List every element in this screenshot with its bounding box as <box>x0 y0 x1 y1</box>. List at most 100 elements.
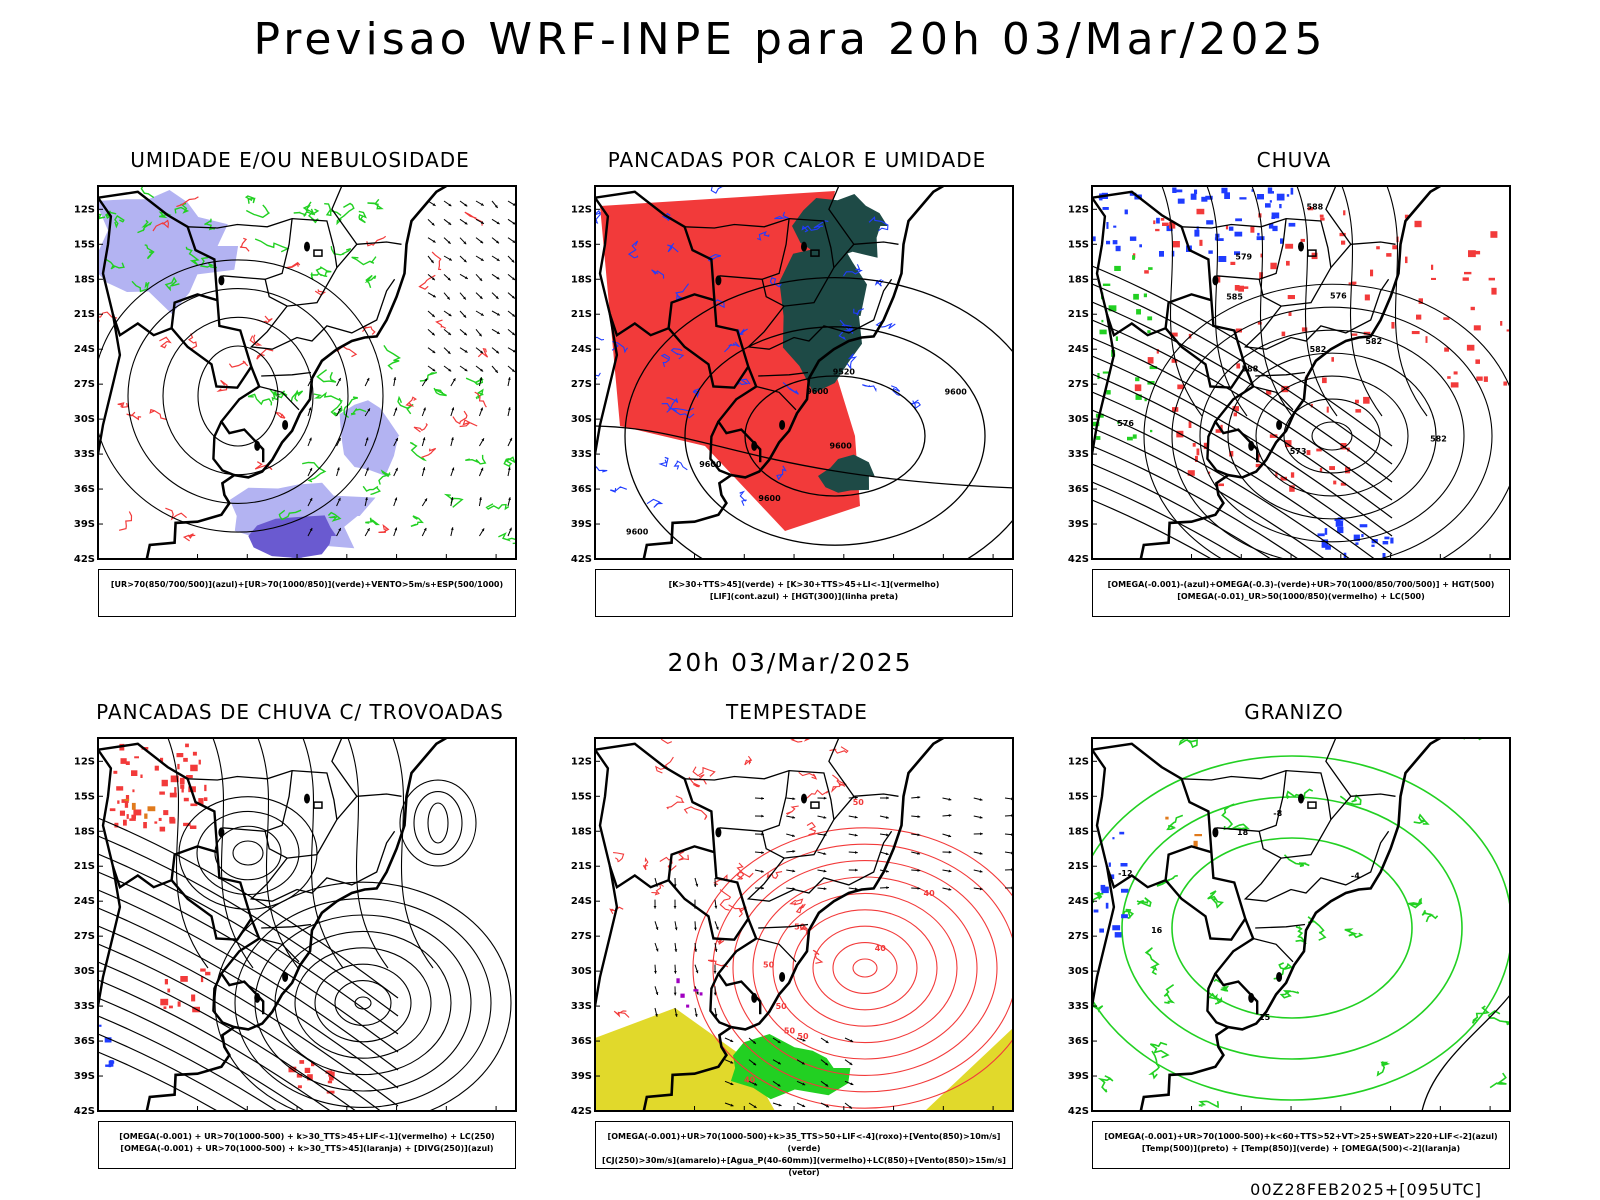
y-tick-label: 30S <box>74 414 95 425</box>
rain-red <box>1418 298 1423 304</box>
rain-red <box>1444 347 1449 352</box>
wind-vector <box>336 467 340 471</box>
rain-red <box>1153 220 1156 225</box>
wind-vector <box>451 437 454 441</box>
rain-red <box>1260 253 1263 258</box>
state-border <box>1216 827 1260 832</box>
wind-vector <box>496 258 500 261</box>
streamline <box>257 738 299 969</box>
country-border <box>709 420 732 477</box>
rh-contour-green <box>302 201 315 215</box>
pressure-contour <box>197 345 279 447</box>
wind-vector <box>366 377 370 381</box>
wind-vector <box>512 240 516 243</box>
state-border <box>1255 371 1306 377</box>
wind-vector <box>507 407 511 411</box>
state-border <box>758 371 809 377</box>
y-tick-label: 21S <box>74 861 95 872</box>
y-tick-label: 33S <box>1068 1001 1089 1012</box>
streamline <box>1092 409 1351 559</box>
y-tick-label: 33S <box>74 1001 95 1012</box>
lc250-streamline <box>232 840 264 866</box>
rh-contour-green <box>378 469 392 485</box>
rain-red <box>1341 240 1346 245</box>
omega-green <box>1101 319 1104 323</box>
omega-blue <box>1113 225 1117 228</box>
plot-frame <box>594 737 1014 1112</box>
state-border <box>1181 769 1332 820</box>
omega-blue <box>1106 240 1111 245</box>
omega-blue <box>1271 216 1276 219</box>
rain-red <box>1416 314 1422 320</box>
rain-red <box>1169 221 1176 229</box>
wind-vector <box>886 796 889 800</box>
contour-label: 582 <box>1365 337 1382 346</box>
omega-green <box>1143 293 1147 298</box>
rh-contour-green <box>383 345 401 370</box>
state-border <box>1325 186 1352 245</box>
rain-red <box>1229 451 1234 457</box>
contour-label: 9600 <box>626 527 649 536</box>
state-border <box>1325 738 1352 797</box>
jet-yellow <box>925 1028 1013 1111</box>
thickness-contour-red <box>452 410 468 425</box>
contour-label: 579 <box>1235 253 1252 262</box>
contour-label: 40 <box>875 944 887 953</box>
thickness-contour-red <box>464 211 483 226</box>
wind-vector <box>655 991 659 995</box>
omega-green <box>1102 283 1111 286</box>
rh-contour-green <box>343 396 358 419</box>
rh-contour-green <box>465 454 487 465</box>
wind-vector <box>825 1040 829 1043</box>
rain-red <box>1225 225 1229 230</box>
country-border <box>1092 742 1259 1015</box>
rh-contour-green <box>293 208 320 217</box>
wind-vector <box>917 833 921 837</box>
contour-label: 588 <box>1242 364 1259 373</box>
omega500-orange <box>1165 816 1169 820</box>
lifted-index-contour <box>667 242 679 253</box>
thickness-contour-red <box>216 379 228 392</box>
rain-red <box>1468 250 1476 258</box>
wind-vector <box>424 378 428 382</box>
y-tick-label: 42S <box>1068 1106 1089 1115</box>
lc250-streamline <box>214 825 282 881</box>
contour-label: 40 <box>744 1075 756 1084</box>
storm-purple <box>693 989 699 992</box>
wind-vector <box>854 815 858 819</box>
omega-blue <box>1359 524 1368 528</box>
precip-water-contour <box>772 892 958 1044</box>
lake-marker <box>1248 992 1255 1003</box>
y-tick-label: 18S <box>1068 274 1089 285</box>
wind-vector <box>885 816 889 819</box>
temp850-contour <box>1489 1072 1507 1089</box>
instability-teal <box>792 194 888 258</box>
storm-red <box>189 825 197 829</box>
wind-vector <box>463 296 466 300</box>
y-tick-label: 15S <box>571 791 592 802</box>
lifted-index-contour <box>737 328 748 336</box>
wind-vector <box>792 797 796 801</box>
rain-red <box>1220 424 1223 432</box>
rain-red <box>1476 376 1483 381</box>
wind-vector <box>801 1061 805 1065</box>
contour-label: 50 <box>763 961 775 970</box>
omega-blue <box>1221 187 1228 194</box>
rain-red <box>1290 472 1295 478</box>
precip-water-contour <box>789 898 804 906</box>
storm-red <box>114 822 119 828</box>
rain-red <box>1215 429 1222 433</box>
lifted-index-contour <box>853 308 864 316</box>
rain-red <box>1506 329 1510 332</box>
omega-blue <box>1271 212 1280 219</box>
contour-label: 9600 <box>945 388 968 397</box>
storm-red <box>160 998 169 1006</box>
wind-vector <box>713 884 717 887</box>
streamline <box>1092 391 1376 559</box>
thickness-contour-red <box>366 235 387 247</box>
omega-blue <box>1321 539 1329 547</box>
rain-red <box>1462 277 1469 281</box>
storm-red <box>177 763 180 770</box>
hail-blue <box>1121 914 1128 919</box>
lc250-streamline <box>274 930 452 1076</box>
